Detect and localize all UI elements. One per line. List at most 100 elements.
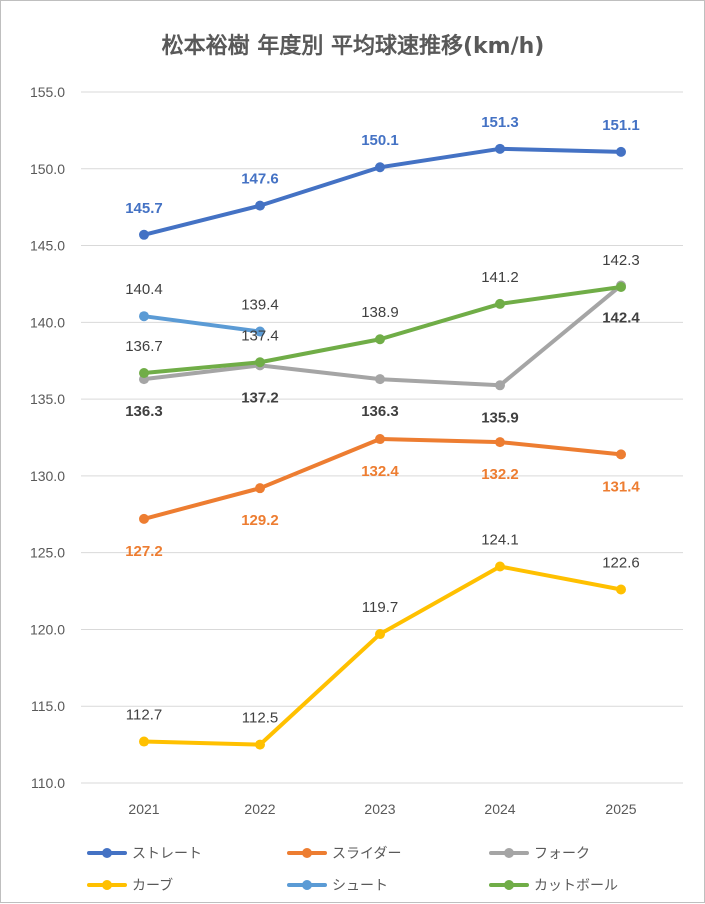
y-tick-label: 130.0 bbox=[30, 468, 65, 484]
data-point bbox=[375, 434, 385, 445]
series-group bbox=[139, 143, 626, 750]
data-point bbox=[375, 162, 385, 173]
y-tick-label: 150.0 bbox=[30, 161, 65, 177]
series-5 bbox=[139, 311, 265, 337]
y-tick-label: 155.0 bbox=[30, 84, 65, 100]
y-tick-label: 135.0 bbox=[30, 391, 65, 407]
data-label: 132.4 bbox=[361, 463, 399, 480]
series-1 bbox=[139, 143, 626, 240]
legend-label: フォーク bbox=[534, 846, 590, 862]
data-point bbox=[616, 449, 626, 460]
series-4 bbox=[139, 561, 626, 750]
legend-item: スライダー bbox=[287, 846, 401, 862]
data-label: 151.1 bbox=[602, 117, 640, 134]
data-point bbox=[255, 739, 265, 750]
data-point bbox=[495, 298, 505, 309]
chart-title: 松本裕樹 年度別 平均球速推移(km/h) bbox=[162, 33, 545, 59]
data-point bbox=[375, 334, 385, 345]
x-tick-label: 2023 bbox=[364, 801, 395, 817]
data-label: 129.2 bbox=[241, 512, 279, 529]
data-point bbox=[139, 229, 149, 240]
data-point bbox=[495, 561, 505, 572]
legend-label: カーブ bbox=[132, 877, 173, 894]
legend-label: カットボール bbox=[534, 878, 618, 894]
legend-swatch-marker bbox=[102, 848, 112, 858]
data-point bbox=[139, 513, 149, 524]
data-point bbox=[495, 380, 505, 391]
x-axis: 2021 2022 2023 2024 2025 bbox=[128, 801, 636, 817]
data-label: 136.3 bbox=[125, 403, 163, 420]
legend-swatch-marker bbox=[302, 880, 312, 890]
x-tick-label: 2024 bbox=[484, 801, 515, 817]
data-label: 124.1 bbox=[481, 531, 519, 548]
data-label: 112.5 bbox=[242, 710, 278, 727]
data-point bbox=[139, 311, 149, 322]
data-label: 136.7 bbox=[125, 338, 163, 355]
data-label: 131.4 bbox=[602, 478, 640, 495]
y-tick-label: 110.0 bbox=[31, 775, 65, 791]
data-label: 140.4 bbox=[125, 281, 163, 298]
legend-item: フォーク bbox=[489, 846, 590, 862]
legend-label: スライダー bbox=[332, 846, 401, 862]
legend-swatch-marker bbox=[504, 880, 514, 890]
data-point bbox=[495, 143, 505, 154]
y-tick-label: 140.0 bbox=[30, 314, 65, 330]
legend-swatch-marker bbox=[102, 880, 112, 890]
series-line bbox=[142, 146, 623, 237]
legend-item: カットボール bbox=[489, 878, 618, 894]
data-label: 142.4 bbox=[602, 309, 640, 326]
data-label: 139.4 bbox=[241, 297, 279, 314]
data-label: 150.1 bbox=[361, 132, 399, 149]
data-label: 135.9 bbox=[481, 409, 519, 426]
data-point bbox=[255, 326, 265, 337]
y-tick-label: 145.0 bbox=[30, 238, 65, 254]
data-point bbox=[495, 437, 505, 448]
data-label: 122.6 bbox=[602, 555, 640, 572]
data-label: 138.9 bbox=[361, 304, 399, 321]
y-axis: 110.0 115.0 120.0 125.0 130.0 135.0 140.0 145.0… bbox=[30, 84, 65, 791]
data-label: 137.2 bbox=[241, 389, 279, 406]
data-label: 137.4 bbox=[241, 327, 279, 344]
series-2 bbox=[139, 434, 626, 524]
legend-item: カーブ bbox=[87, 877, 173, 894]
x-tick-label: 2021 bbox=[128, 801, 159, 817]
data-label: 142.3 bbox=[602, 252, 640, 269]
data-label: 141.2 bbox=[481, 269, 519, 286]
y-tick-label: 120.0 bbox=[30, 621, 65, 637]
data-point bbox=[139, 736, 149, 747]
series-6 bbox=[139, 282, 626, 379]
data-point bbox=[375, 374, 385, 385]
data-label: 119.7 bbox=[362, 599, 398, 616]
data-point bbox=[616, 146, 626, 157]
data-label: 136.3 bbox=[361, 403, 399, 420]
data-label: 145.7 bbox=[125, 200, 163, 217]
data-label: 151.3 bbox=[481, 114, 519, 131]
data-point bbox=[616, 282, 626, 293]
data-point bbox=[255, 357, 265, 368]
data-point bbox=[375, 629, 385, 640]
legend-label: シュート bbox=[332, 878, 388, 894]
series-line bbox=[142, 314, 262, 334]
data-label: 127.2 bbox=[125, 543, 163, 560]
data-point bbox=[616, 584, 626, 595]
data-point bbox=[255, 200, 265, 211]
x-tick-label: 2022 bbox=[244, 801, 275, 817]
data-point bbox=[255, 483, 265, 494]
legend-item: シュート bbox=[287, 878, 388, 894]
data-label: 132.2 bbox=[481, 466, 519, 483]
series-line bbox=[142, 285, 623, 376]
x-tick-label: 2025 bbox=[605, 801, 636, 817]
data-label: 147.6 bbox=[241, 171, 279, 188]
legend-swatch-marker bbox=[504, 848, 514, 858]
series-line bbox=[142, 564, 623, 747]
legend-item: ストレート bbox=[87, 846, 202, 862]
legend-swatch-marker bbox=[302, 848, 312, 858]
y-tick-label: 115.0 bbox=[31, 698, 65, 714]
legend-label: ストレート bbox=[132, 846, 202, 862]
data-label: 112.7 bbox=[126, 707, 162, 724]
data-labels: 145.7 147.6 150.1 151.3 151.1 127.2 129.2 132.4… bbox=[125, 114, 640, 727]
y-tick-label: 125.0 bbox=[30, 545, 65, 561]
